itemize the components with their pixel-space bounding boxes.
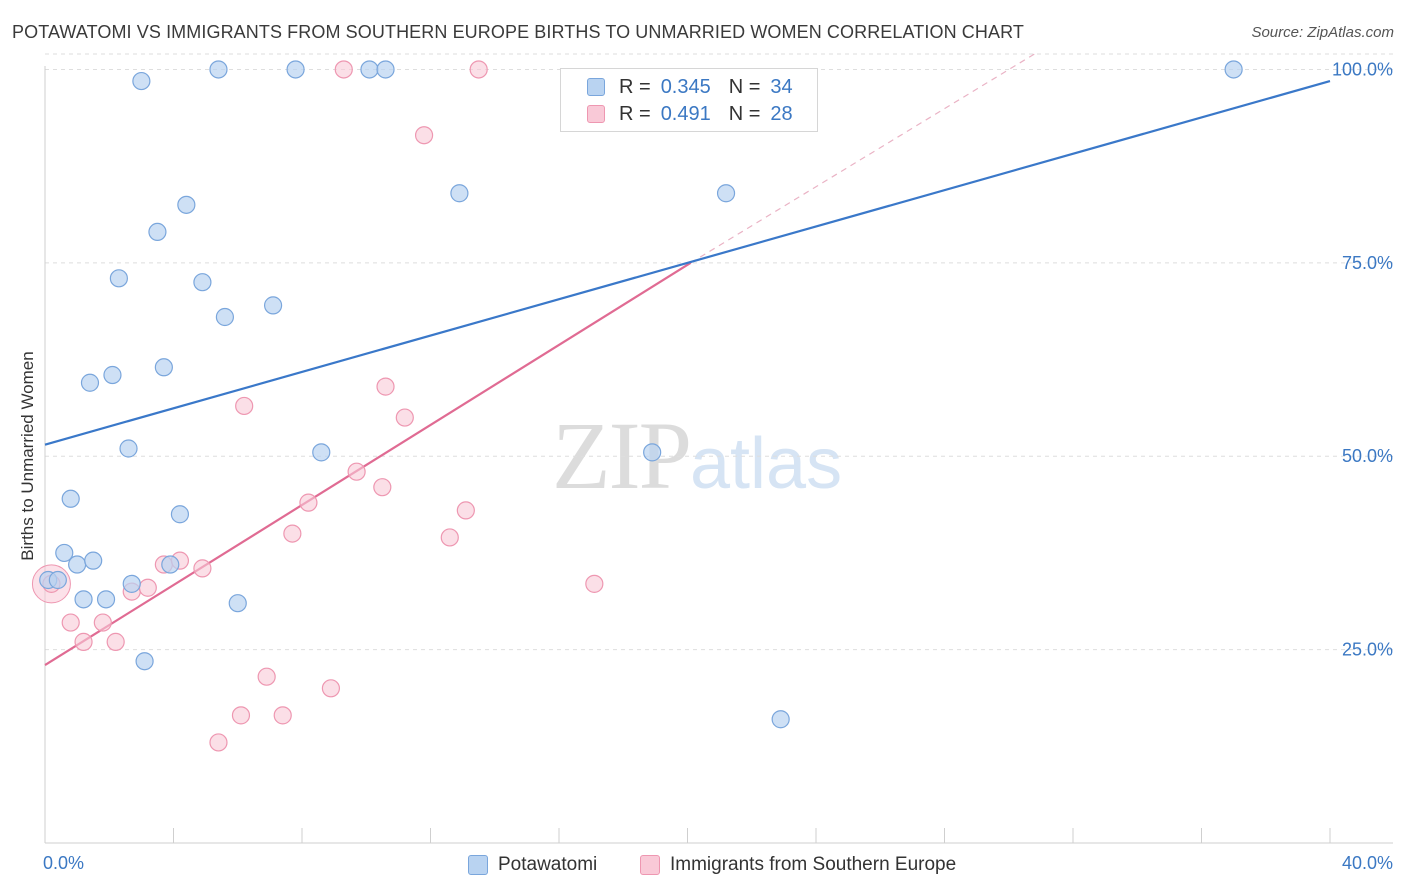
point-potawatomi <box>1224 60 1243 79</box>
y-tick-label: 100.0% <box>1332 59 1393 79</box>
point-potawatomi <box>643 443 662 462</box>
point-potawatomi <box>312 443 331 462</box>
points-immigrants-southern-europe <box>31 60 604 752</box>
point-immigrants <box>257 667 276 686</box>
point-potawatomi <box>96 590 116 609</box>
point-immigrants <box>138 578 157 597</box>
r-value: 0.345 <box>660 75 711 98</box>
point-potawatomi <box>771 710 790 729</box>
point-potawatomi <box>74 590 93 609</box>
grid-lines <box>45 53 1393 651</box>
legend-swatch-blue <box>468 855 488 875</box>
point-potawatomi <box>193 273 212 292</box>
n-value: 34 <box>770 75 793 98</box>
point-immigrants <box>209 733 228 752</box>
point-potawatomi <box>286 60 305 79</box>
point-potawatomi <box>228 594 247 613</box>
point-potawatomi <box>263 296 283 315</box>
point-potawatomi <box>84 551 103 570</box>
point-immigrants <box>347 462 366 481</box>
n-value: 28 <box>770 102 793 125</box>
watermark-atlas: atlas <box>690 424 843 504</box>
point-potawatomi <box>122 574 141 593</box>
n-label: N = <box>728 102 761 125</box>
legend-label-immigrants: Immigrants from Southern Europe <box>670 854 957 875</box>
points-potawatomi <box>39 60 1243 729</box>
point-potawatomi <box>48 570 67 590</box>
point-immigrants <box>469 60 488 79</box>
point-immigrants <box>273 706 292 725</box>
point-potawatomi <box>103 365 122 385</box>
point-immigrants <box>283 524 302 543</box>
point-immigrants <box>376 377 395 396</box>
point-potawatomi <box>161 555 180 574</box>
point-potawatomi <box>360 60 379 79</box>
trend-line-blue <box>44 80 1331 446</box>
point-immigrants <box>373 478 392 497</box>
legend-label-potawatomi: Potawatomi <box>498 854 598 875</box>
point-immigrants <box>456 501 475 520</box>
point-immigrants <box>299 493 318 512</box>
point-potawatomi <box>135 652 154 671</box>
point-potawatomi <box>109 269 128 288</box>
axes <box>44 66 1393 844</box>
point-immigrants <box>61 613 80 632</box>
legend-item-potawatomi: Potawatomi <box>468 851 597 879</box>
point-immigrants <box>106 632 125 651</box>
chart-title: POTAWATOMI VS IMMIGRANTS FROM SOUTHERN E… <box>12 22 1024 42</box>
point-potawatomi <box>209 60 228 79</box>
trend-line-pink <box>44 261 692 667</box>
stats-row-potawatomi: R = 0.345 N = 34 <box>587 74 793 100</box>
point-immigrants <box>74 632 93 651</box>
tick-labels: 25.0% 50.0% 75.0% 100.0% 0.0% 40.0% <box>43 59 1393 873</box>
r-label: R = <box>619 102 651 125</box>
point-potawatomi <box>148 222 167 242</box>
point-potawatomi <box>215 307 234 327</box>
n-label: N = <box>728 75 761 98</box>
y-tick-label: 25.0% <box>1342 640 1393 660</box>
point-immigrants <box>231 706 251 725</box>
point-potawatomi <box>80 373 100 392</box>
r-value: 0.491 <box>660 102 711 125</box>
point-potawatomi <box>450 184 469 203</box>
point-immigrants <box>414 126 434 145</box>
point-potawatomi <box>376 60 395 79</box>
point-immigrants <box>395 408 414 427</box>
stats-legend: R = 0.345 N = 34 R = 0.491 N = 28 <box>560 68 818 132</box>
point-immigrants <box>235 396 254 416</box>
point-potawatomi <box>716 184 736 203</box>
point-potawatomi <box>177 195 196 214</box>
swatch-pink <box>587 105 605 123</box>
point-potawatomi <box>170 505 190 524</box>
point-potawatomi <box>132 71 151 91</box>
x-tick-label: 0.0% <box>43 853 84 873</box>
point-immigrants <box>440 528 459 547</box>
x-tick-label: 40.0% <box>1342 853 1393 873</box>
source-credit: Source: ZipAtlas.com <box>1251 24 1394 41</box>
stats-row-immigrants: R = 0.491 N = 28 <box>587 101 793 127</box>
y-tick-label: 75.0% <box>1342 253 1393 273</box>
point-immigrants <box>585 574 604 593</box>
trend-lines <box>44 53 1331 667</box>
legend-swatch-pink <box>640 855 660 875</box>
trend-extension-pink <box>690 53 1035 264</box>
point-potawatomi <box>154 358 173 377</box>
point-immigrants <box>193 559 212 578</box>
r-label: R = <box>619 75 651 98</box>
point-potawatomi <box>119 439 138 458</box>
y-axis-label: Births to Unmarried Women <box>18 351 37 561</box>
point-potawatomi <box>55 543 74 563</box>
point-immigrants <box>93 613 112 632</box>
y-tick-label: 50.0% <box>1342 446 1393 466</box>
watermark: ZIPatlas <box>552 400 842 511</box>
point-immigrants <box>334 60 353 79</box>
point-potawatomi <box>61 489 80 508</box>
legend-item-immigrants: Immigrants from Southern Europe <box>640 851 956 879</box>
point-immigrants <box>321 679 341 698</box>
swatch-blue <box>587 78 605 96</box>
point-potawatomi <box>68 555 87 574</box>
watermark-zip: ZIP <box>552 402 692 509</box>
